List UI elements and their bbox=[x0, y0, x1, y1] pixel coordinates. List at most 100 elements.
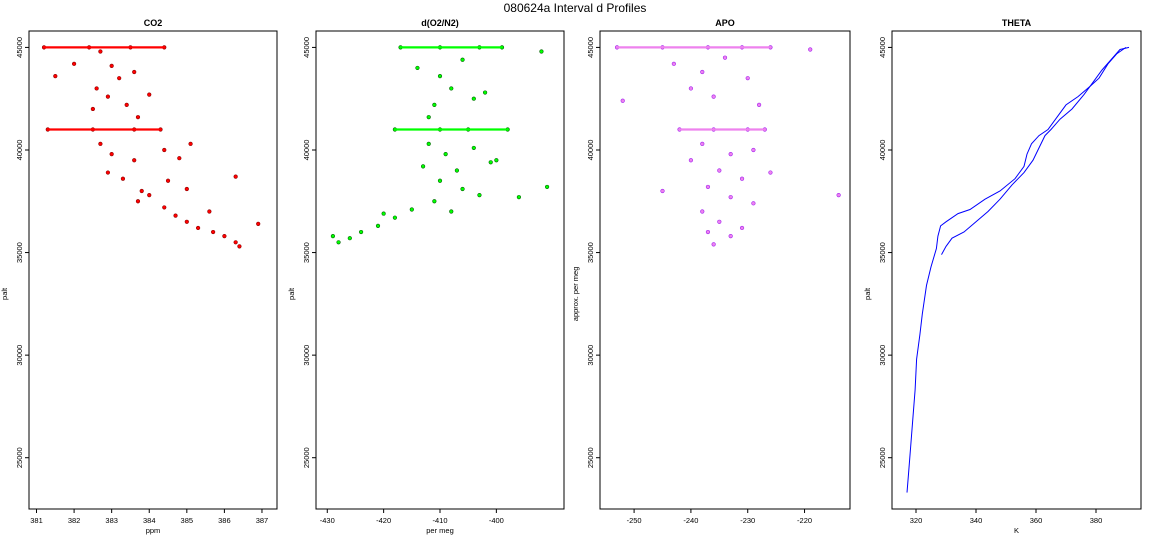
co2-point bbox=[237, 244, 242, 249]
do2n2-point bbox=[375, 223, 381, 228]
do2n2-xtick-label: -400 bbox=[489, 516, 504, 525]
apo-point bbox=[700, 209, 705, 214]
apo-ylabel: approx. per meg bbox=[571, 267, 580, 322]
co2-point bbox=[109, 151, 114, 157]
do2n2-point bbox=[488, 160, 493, 165]
apo-point bbox=[751, 147, 756, 153]
do2n2-point bbox=[449, 209, 454, 214]
do2n2-point bbox=[426, 115, 431, 120]
co2-point bbox=[94, 86, 99, 91]
co2-point bbox=[233, 174, 238, 179]
apo-point bbox=[700, 141, 705, 146]
apo-point bbox=[728, 234, 733, 239]
theta-xtick-label: 360 bbox=[1030, 516, 1043, 525]
apo-point bbox=[717, 219, 722, 224]
theta-ytick-label: 35000 bbox=[878, 242, 887, 263]
apo-point bbox=[722, 55, 728, 60]
co2-point bbox=[162, 205, 167, 210]
do2n2-point bbox=[494, 158, 499, 163]
apo-ytick-label: 35000 bbox=[586, 242, 595, 263]
co2-xtick-label: 384 bbox=[143, 516, 156, 525]
apo-point bbox=[660, 188, 665, 194]
co2-point bbox=[53, 74, 58, 79]
co2-xlabel: ppm bbox=[146, 526, 161, 535]
apo-point bbox=[620, 98, 625, 103]
co2-point bbox=[135, 199, 141, 204]
do2n2-point bbox=[437, 74, 443, 79]
do2n2-point bbox=[477, 193, 482, 198]
co2-point bbox=[211, 229, 216, 235]
co2-xtick-label: 382 bbox=[68, 516, 81, 525]
co2-point bbox=[135, 115, 141, 120]
apo-point bbox=[751, 201, 756, 206]
apo-xtick-label: -230 bbox=[740, 516, 755, 525]
do2n2-point bbox=[482, 90, 488, 95]
co2-title: CO2 bbox=[144, 18, 163, 28]
co2-xtick-label: 387 bbox=[256, 516, 269, 525]
do2n2-ytick-label: 25000 bbox=[302, 447, 311, 468]
theta-xtick-label: 340 bbox=[970, 516, 983, 525]
do2n2-ytick-label: 35000 bbox=[302, 242, 311, 263]
do2n2-point bbox=[454, 168, 460, 173]
do2n2-point bbox=[471, 96, 476, 101]
co2-point bbox=[184, 219, 189, 224]
do2n2-xtick-label: -410 bbox=[432, 516, 447, 525]
co2-point bbox=[177, 156, 182, 161]
do2n2-ylabel: palt bbox=[287, 287, 296, 300]
do2n2-point bbox=[415, 65, 420, 71]
apo-xtick-label: -220 bbox=[797, 516, 812, 525]
co2-point bbox=[139, 188, 144, 194]
do2n2-point bbox=[460, 57, 465, 62]
theta-line bbox=[906, 46, 1127, 493]
co2-point bbox=[222, 234, 227, 239]
apo-point bbox=[711, 242, 716, 247]
apo-point bbox=[688, 86, 694, 91]
apo-ytick-label: 30000 bbox=[586, 345, 595, 366]
co2-point bbox=[233, 240, 238, 245]
theta-ytick-label: 40000 bbox=[878, 140, 887, 161]
apo-point bbox=[711, 94, 716, 99]
do2n2-point bbox=[392, 215, 398, 220]
co2-xtick-label: 385 bbox=[181, 516, 194, 525]
do2n2-title: d(O2/N2) bbox=[421, 18, 459, 28]
apo-point bbox=[756, 102, 762, 107]
apo-point bbox=[768, 170, 773, 175]
do2n2-point bbox=[381, 211, 386, 216]
theta-panel: THETA 320 340 360 380 25000 30000 35000 40000 450… bbox=[863, 18, 1142, 535]
apo-title: APO bbox=[715, 18, 735, 28]
co2-point bbox=[98, 49, 103, 54]
apo-panel: APO -250 -240 -230 -220 25000 30000 35000 40000 4… bbox=[571, 18, 851, 525]
co2-ylabel: palt bbox=[0, 287, 9, 300]
co2-point bbox=[105, 94, 111, 99]
co2-point bbox=[90, 106, 95, 112]
do2n2-point bbox=[449, 86, 454, 91]
co2-point bbox=[132, 158, 137, 163]
co2-point bbox=[105, 170, 111, 175]
apo-point bbox=[688, 158, 694, 163]
co2-point bbox=[184, 186, 189, 192]
do2n2-point bbox=[437, 178, 443, 183]
apo-point bbox=[671, 61, 676, 66]
theta-ytick-label: 30000 bbox=[878, 345, 887, 366]
apo-point bbox=[745, 76, 750, 81]
co2-point bbox=[207, 209, 212, 214]
co2-ytick-label: 40000 bbox=[15, 140, 24, 161]
apo-point bbox=[717, 168, 722, 173]
co2-point bbox=[147, 92, 152, 97]
apo-point bbox=[700, 69, 705, 75]
co2-point bbox=[147, 193, 152, 198]
theta-title: THETA bbox=[1002, 18, 1032, 28]
apo-xtick-label: -250 bbox=[627, 516, 642, 525]
page-title: 080624a Interval d Profiles bbox=[503, 1, 647, 15]
do2n2-ytick-label: 40000 bbox=[302, 140, 311, 161]
theta-frame bbox=[891, 30, 1142, 510]
co2-point bbox=[165, 178, 171, 183]
do2n2-point bbox=[471, 145, 476, 151]
co2-point bbox=[188, 141, 193, 146]
do2n2-xtick-label: -430 bbox=[320, 516, 335, 525]
apo-ytick-label: 40000 bbox=[586, 140, 595, 161]
theta-xlabel: K bbox=[1014, 526, 1019, 535]
do2n2-point bbox=[539, 49, 544, 54]
do2n2-xlabel: per meg bbox=[426, 526, 454, 535]
do2n2-point bbox=[432, 199, 437, 204]
